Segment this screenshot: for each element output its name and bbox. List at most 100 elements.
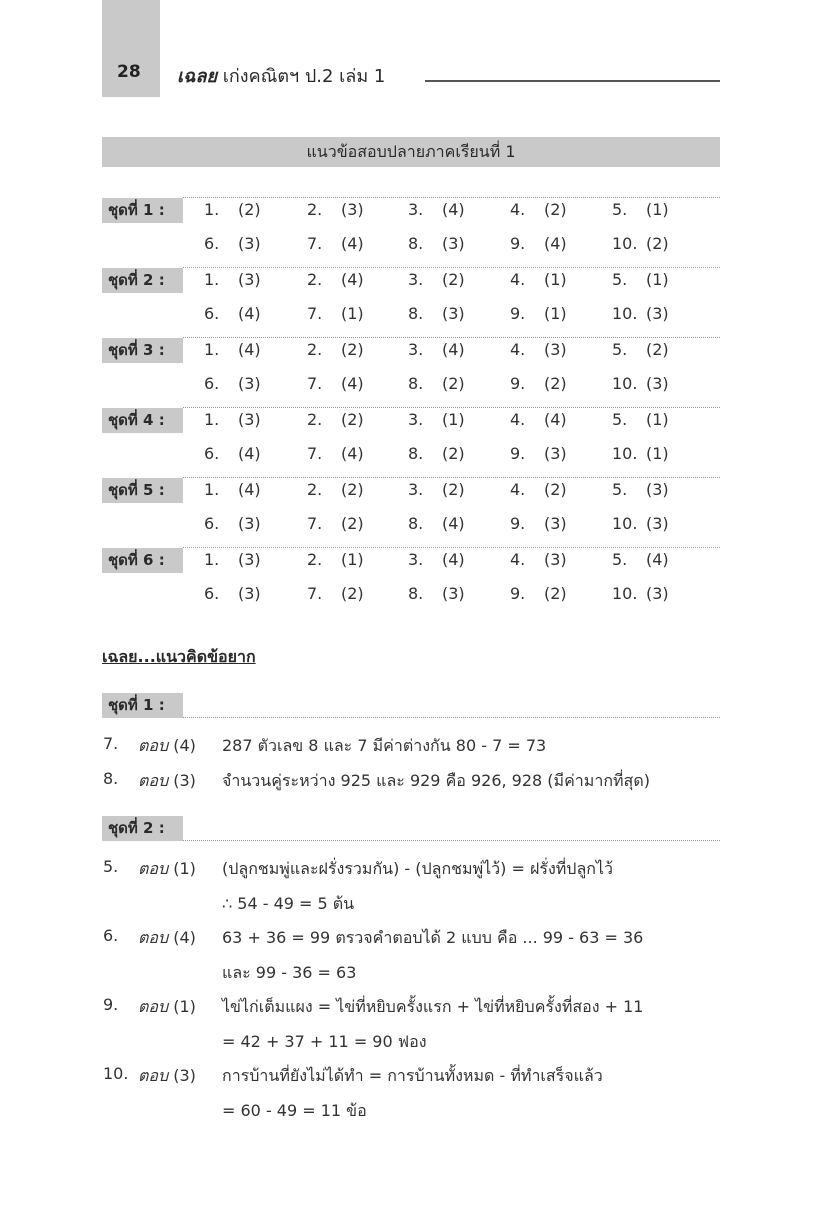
answer-choice: (3): [646, 374, 669, 393]
question-number: 2.: [307, 480, 323, 499]
answer-choice: (4): [544, 410, 567, 429]
question-number: 3.: [408, 410, 424, 429]
set-label: ชุดที่ 5 :: [102, 478, 183, 503]
item-number: 9.: [103, 995, 119, 1014]
answer-choice: (4): [173, 928, 196, 947]
dotted-divider: [183, 717, 720, 718]
explanation-line: = 60 - 49 = 11 ข้อ: [222, 1100, 367, 1120]
answer-choice: (1): [646, 200, 669, 219]
explanation-line: ∴ 54 - 49 = 5 ต้น: [222, 893, 355, 913]
item-number: 7.: [103, 734, 119, 753]
question-number: 1.: [204, 410, 220, 429]
question-number: 7.: [307, 374, 323, 393]
answer-choice: (4): [238, 480, 261, 499]
answer-choice: (2): [442, 270, 465, 289]
running-header: เฉลย เก่งคณิตฯ ป.2 เล่ม 1: [177, 61, 385, 90]
dotted-divider: [183, 197, 720, 198]
question-number: 2.: [307, 200, 323, 219]
answer-choice: (3): [173, 770, 196, 790]
question-number: 3.: [408, 340, 424, 359]
answer-choice: (3): [238, 550, 261, 569]
explanation-line: ไข่ไก่เต็มแผง = ไข่ที่หยิบครั้งแรก + ไข่…: [222, 997, 644, 1016]
question-number: 8.: [408, 234, 424, 253]
answer-choice: (3): [238, 410, 261, 429]
dotted-divider: [183, 547, 720, 548]
question-number: 8.: [408, 444, 424, 463]
explanation-line: 287 ตัวเลข 8 และ 7 มีค่าต่างกัน 80 - 7 =…: [222, 736, 547, 755]
answer-choice: (3): [238, 374, 261, 393]
question-number: 6.: [204, 304, 220, 323]
answer-choice: (1): [341, 550, 364, 569]
answer-choice: (2): [442, 480, 465, 499]
question-number: 3.: [408, 270, 424, 289]
set-label: ชุดที่ 2 :: [102, 816, 183, 841]
explanation-line: 63 + 36 = 99 ตรวจคำตอบได้ 2 แบบ คือ ... …: [222, 928, 644, 947]
question-number: 7.: [307, 304, 323, 323]
answer-choice: (4): [442, 514, 465, 533]
question-number: 4.: [510, 550, 526, 569]
dotted-divider: [183, 840, 720, 841]
question-number: 2.: [307, 340, 323, 359]
answer-choice: (2): [341, 340, 364, 359]
question-number: 5.: [612, 340, 628, 359]
set-label: ชุดที่ 1 :: [102, 693, 183, 718]
answer-choice: (4): [544, 234, 567, 253]
question-number: 9.: [510, 374, 526, 393]
question-number: 8.: [408, 374, 424, 393]
answer-choice: (4): [238, 444, 261, 463]
answer-choice: (1): [646, 444, 669, 463]
explanation-line: การบ้านที่ยังไม่ได้ทำ = การบ้านทั้งหมด -…: [222, 1066, 603, 1085]
answer-choice: (4): [341, 270, 364, 289]
dotted-divider: [183, 477, 720, 478]
question-number: 6.: [204, 514, 220, 533]
question-number: 3.: [408, 550, 424, 569]
header-rule: [425, 80, 720, 82]
answer-label: ตอบ (1): [138, 857, 196, 882]
answer-label: ตอบ (4): [138, 734, 196, 759]
question-number: 7.: [307, 234, 323, 253]
answer-choice: (2): [544, 584, 567, 603]
answer-choice: (1): [442, 410, 465, 429]
item-number: 5.: [103, 857, 119, 876]
question-number: 6.: [204, 444, 220, 463]
answer-label: ตอบ (1): [138, 995, 196, 1020]
running-header-title: เก่งคณิตฯ ป.2 เล่ม 1: [222, 66, 386, 87]
answer-choice: (3): [238, 270, 261, 289]
answer-word: ตอบ: [138, 736, 169, 755]
answer-choice: (2): [646, 340, 669, 359]
answer-choice: (4): [442, 200, 465, 219]
question-number: 8.: [408, 584, 424, 603]
answer-choice: (3): [238, 584, 261, 603]
item-number: 8.: [103, 768, 119, 788]
answer-choice: (4): [341, 234, 364, 253]
dotted-divider: [183, 267, 720, 268]
answer-choice: (1): [646, 410, 669, 429]
answer-choice: (3): [173, 1066, 196, 1085]
set-label: ชุดที่ 6 :: [102, 548, 183, 573]
answer-choice: (3): [442, 584, 465, 603]
page-tab: [102, 0, 160, 97]
answer-choice: (2): [544, 200, 567, 219]
answer-choice: (3): [646, 584, 669, 603]
question-number: 1.: [204, 480, 220, 499]
answer-choice: (3): [544, 444, 567, 463]
answer-choice: (3): [442, 304, 465, 323]
answer-word: ตอบ: [138, 928, 169, 947]
answer-choice: (4): [173, 736, 196, 755]
question-number: 7.: [307, 584, 323, 603]
answer-choice: (3): [544, 340, 567, 359]
answer-choice: (1): [544, 304, 567, 323]
set-label: ชุดที่ 4 :: [102, 408, 183, 433]
question-number: 8.: [408, 304, 424, 323]
answer-choice: (2): [341, 480, 364, 499]
set-label: ชุดที่ 2 :: [102, 268, 183, 293]
question-number: 5.: [612, 270, 628, 289]
question-number: 7.: [307, 444, 323, 463]
answer-choice: (1): [173, 997, 196, 1016]
answer-choice: (1): [544, 270, 567, 289]
question-number: 10.: [612, 304, 638, 323]
answer-choice: (4): [341, 444, 364, 463]
question-number: 6.: [204, 584, 220, 603]
answer-choice: (4): [238, 304, 261, 323]
question-number: 5.: [612, 550, 628, 569]
